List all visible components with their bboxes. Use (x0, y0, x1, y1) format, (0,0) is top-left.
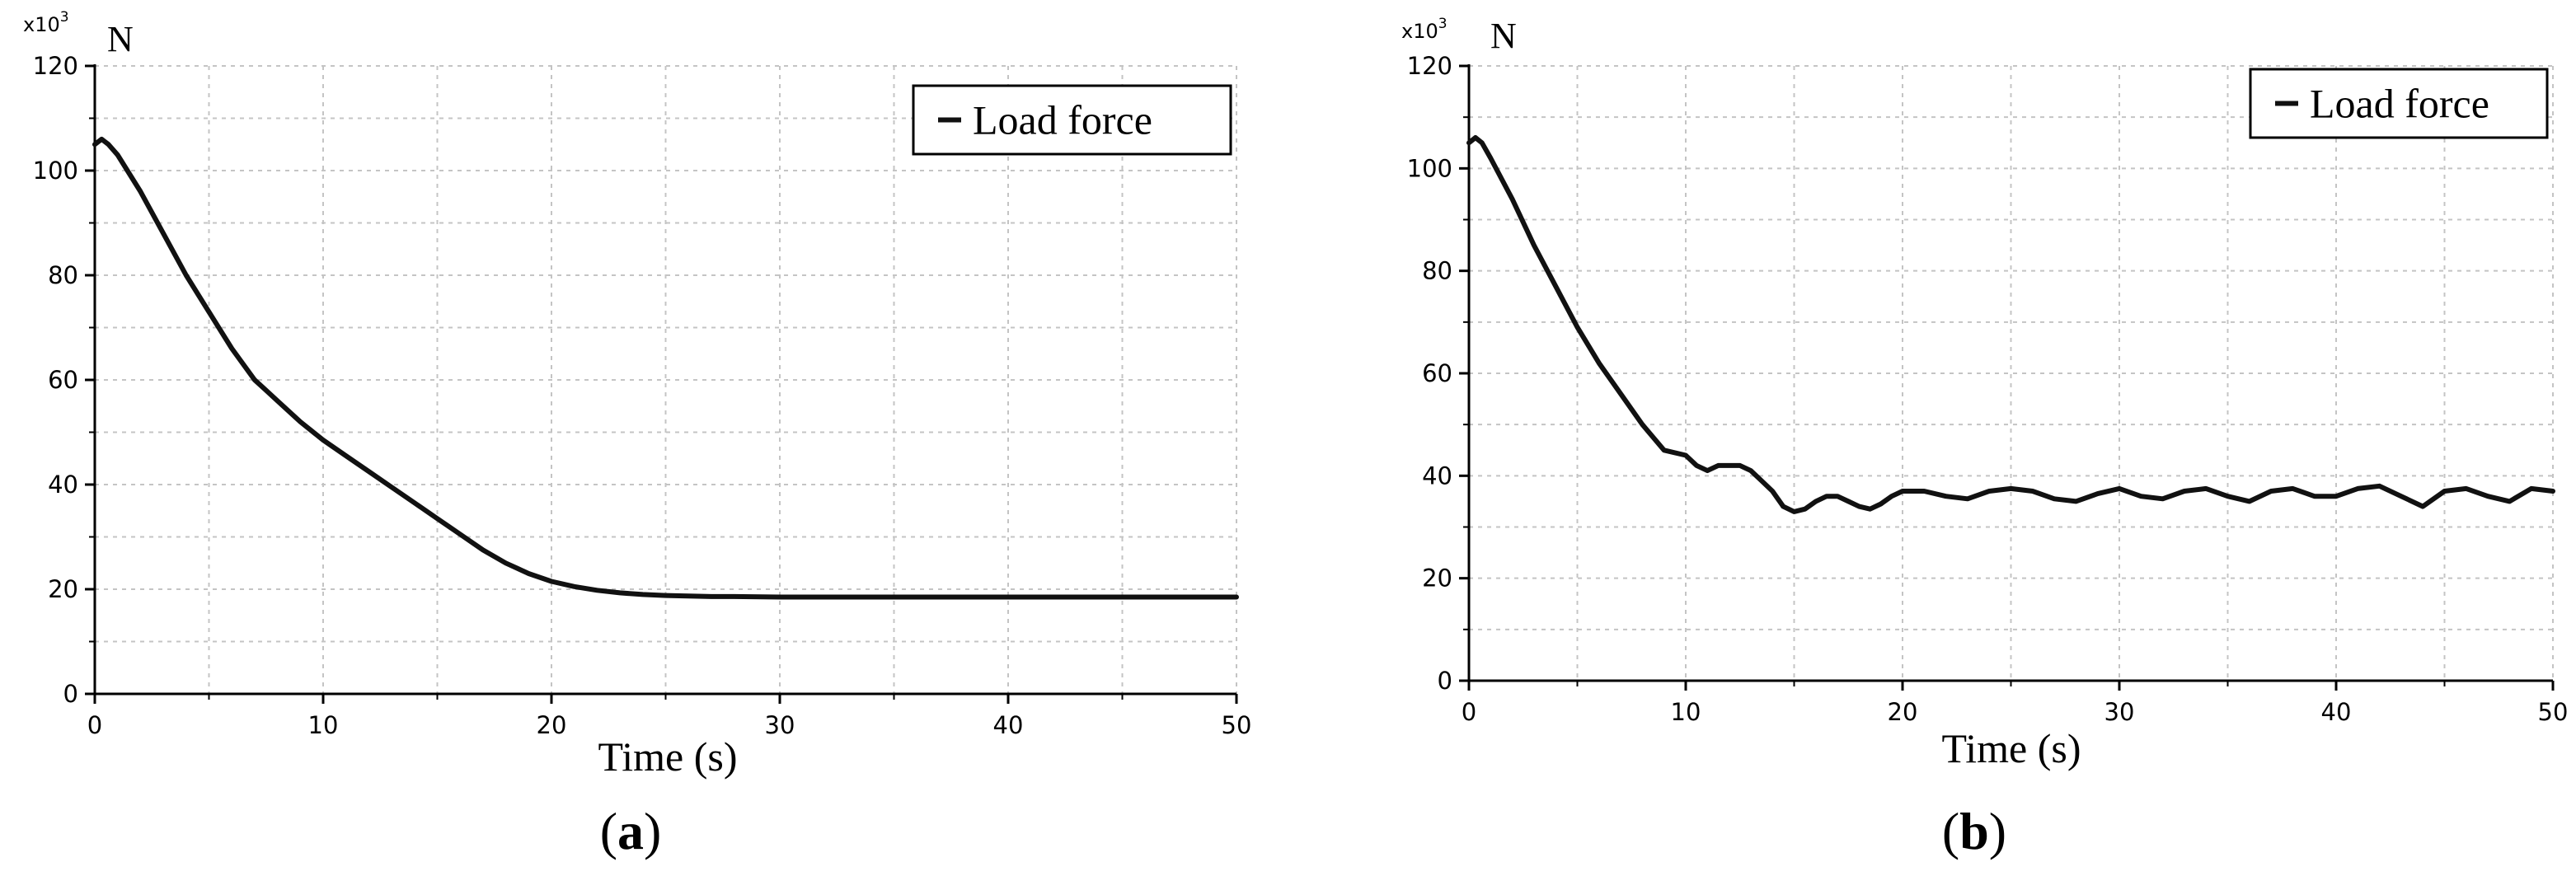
panel-label: (a) (600, 802, 662, 860)
y-unit-label: N (107, 19, 134, 59)
x-tick-label: 10 (308, 711, 339, 739)
legend-entry-label: Load force (973, 97, 1152, 143)
x-tick-label: 30 (2104, 698, 2135, 726)
y-tick-label: 100 (33, 157, 78, 185)
chart-panel-b: 0 20 40 60 80 100 120 0 10 20 30 40 50 x103 N Time (s) L… (1401, 16, 2568, 860)
y-tick-label: 20 (48, 575, 78, 603)
x-tick-label: 20 (1888, 698, 1918, 726)
legend-box (912, 84, 1232, 156)
series-line-load-force (92, 136, 1239, 600)
x-tick-label: 30 (765, 711, 795, 739)
x-axis-label: Time (s) (598, 733, 737, 780)
y-tick-label: 120 (33, 52, 78, 80)
y-tick-label: 40 (48, 471, 78, 499)
x-tick-label: 0 (87, 711, 102, 739)
chart-panel-a: 0 20 40 60 80 100 120 0 10 20 30 40 50 x103 N Time (s) L… (23, 9, 1251, 860)
y-tick-label: 40 (1422, 461, 1452, 490)
y-tick-label: 20 (1422, 564, 1452, 593)
y-tick-label: 0 (63, 680, 78, 708)
x-tick-label: 50 (2538, 698, 2569, 726)
y-unit-label: N (1490, 16, 1517, 56)
legend-box (2249, 68, 2549, 139)
x-tick-label: 40 (993, 711, 1024, 739)
x-tick-label: 20 (537, 711, 567, 739)
y-tick-label: 120 (1407, 52, 1452, 80)
x-axis-label: Time (s) (1941, 725, 2081, 771)
x-tick-label: 40 (2321, 698, 2352, 726)
y-tick-label: 100 (1407, 154, 1452, 182)
y-tick-label: 80 (1422, 257, 1452, 285)
y-tick-label: 60 (1422, 359, 1452, 387)
panel-label: (b) (1942, 802, 2006, 860)
legend-entry-label: Load force (2310, 81, 2489, 127)
y-tick-label: 60 (48, 366, 78, 394)
x-tick-label: 0 (1462, 698, 1476, 726)
y-tick-label: 0 (1438, 667, 1452, 695)
series-line-load-force (1466, 135, 2555, 514)
x-tick-label: 50 (1222, 711, 1252, 739)
y-multiplier-label: x103 (1401, 16, 1448, 43)
y-multiplier-label: x103 (23, 9, 69, 36)
y-tick-label: 80 (48, 261, 78, 289)
x-tick-label: 10 (1671, 698, 1701, 726)
